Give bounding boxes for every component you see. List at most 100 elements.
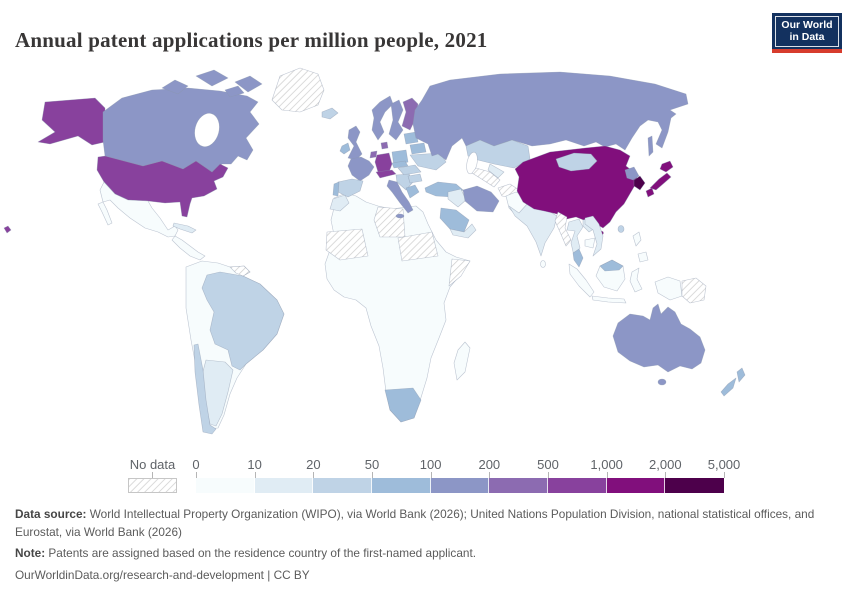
legend-color-bar (196, 478, 724, 493)
legend-segment-200–500[interactable] (489, 478, 548, 493)
country-iraq-syria[interactable] (447, 188, 467, 208)
country-canada-arctic-2[interactable] (195, 69, 229, 87)
legend-segment-100–200[interactable] (430, 478, 490, 493)
legend-segment-10–20[interactable] (254, 478, 314, 493)
legend-tick-label: 200 (478, 457, 501, 472)
country-somalia[interactable] (448, 258, 471, 287)
country-cuba[interactable] (172, 222, 197, 234)
country-new-zealand-south[interactable] (720, 377, 737, 397)
country-australia[interactable] (612, 303, 706, 373)
country-philippines-luzon[interactable] (632, 231, 642, 247)
country-brazil[interactable] (201, 271, 285, 371)
country-papua-new-guinea[interactable] (681, 277, 707, 304)
country-java[interactable] (591, 295, 627, 304)
country-madagascar[interactable] (453, 341, 471, 381)
country-morocco[interactable] (329, 194, 350, 212)
country-mauritania-mali[interactable] (325, 228, 369, 261)
country-canada-arctic-1[interactable] (161, 79, 189, 95)
country-iceland[interactable] (321, 107, 339, 120)
country-saudi-arabia[interactable] (439, 207, 470, 233)
legend-tick-label: 100 (419, 457, 442, 472)
country-turkmenistan[interactable] (471, 167, 501, 188)
country-sumatra[interactable] (568, 263, 595, 298)
country-benelux[interactable] (369, 150, 378, 159)
country-vietnam[interactable] (584, 215, 604, 257)
world-choropleth-map (3, 67, 746, 435)
country-japan-honshu[interactable] (649, 172, 672, 191)
no-data-tick (152, 472, 153, 478)
country-yemen-oman[interactable] (449, 223, 477, 239)
note-text: Patents are assigned based on the reside… (45, 546, 477, 560)
country-ireland[interactable] (339, 142, 351, 155)
page-title: Annual patent applications per million p… (15, 28, 488, 53)
owid-logo-line2: in Data (789, 31, 825, 43)
data-source-line: Data source: World Intellectual Property… (15, 506, 837, 541)
country-malaysia-borneo[interactable] (599, 259, 624, 272)
country-malaysia-peninsula[interactable] (572, 248, 584, 268)
country-japan-hokkaido[interactable] (659, 160, 674, 173)
legend-tick-label: 1,000 (590, 457, 623, 472)
caspian-sea (466, 151, 478, 175)
country-tasmania[interactable] (657, 378, 667, 386)
country-iran[interactable] (462, 185, 500, 213)
country-sulawesi[interactable] (629, 267, 643, 293)
country-cambodia[interactable] (584, 237, 596, 249)
country-sicily[interactable] (395, 213, 405, 219)
country-taiwan[interactable] (617, 225, 625, 233)
country-hungary-romania[interactable] (397, 164, 422, 176)
legend-segment-500–1,000[interactable] (547, 478, 607, 493)
country-canada[interactable] (102, 87, 260, 173)
legend-segment-2,000–5,000[interactable] (665, 478, 724, 493)
legend-segment-20–50[interactable] (313, 478, 372, 493)
legend-tick-label: 10 (247, 457, 262, 472)
country-portugal[interactable] (332, 181, 340, 197)
country-chad-sudan[interactable] (397, 231, 439, 262)
country-guyana-suriname[interactable] (229, 265, 251, 277)
country-united-kingdom[interactable] (347, 125, 363, 161)
country-bulgaria[interactable] (407, 173, 423, 184)
country-japan-kyushu[interactable] (645, 187, 655, 198)
citation-link[interactable]: OurWorldinData.org/research-and-developm… (15, 567, 310, 582)
country-france[interactable] (347, 156, 375, 182)
country-norway[interactable] (371, 95, 394, 141)
legend-segment-1,000–2,000[interactable] (606, 478, 666, 493)
country-china[interactable] (514, 145, 639, 229)
legend-tick-label: 0 (192, 457, 200, 472)
owid-logo-inner: Our World in Data (775, 15, 839, 47)
country-canada-arctic-4[interactable] (224, 85, 245, 98)
country-baja[interactable] (97, 201, 113, 226)
owid-logo[interactable]: Our World in Data (772, 13, 842, 53)
country-new-guinea-west[interactable] (654, 276, 683, 301)
country-russia[interactable] (412, 71, 689, 161)
country-belarus[interactable] (409, 142, 427, 155)
country-switzerland-austria[interactable] (375, 169, 397, 179)
country-mongolia[interactable] (555, 152, 598, 172)
country-north-korea[interactable] (624, 166, 640, 181)
country-libya[interactable] (373, 206, 406, 238)
hudson-bay (194, 112, 220, 148)
country-baltics[interactable] (403, 131, 419, 145)
country-new-zealand-north[interactable] (736, 367, 746, 383)
legend-segment-0–10[interactable] (196, 478, 255, 493)
country-spain[interactable] (337, 178, 364, 198)
country-chile[interactable] (193, 343, 217, 435)
country-south-korea[interactable] (633, 175, 646, 191)
country-denmark[interactable] (380, 141, 389, 150)
country-sweden[interactable] (388, 99, 404, 141)
country-greenland[interactable] (271, 67, 325, 113)
country-central-america[interactable] (171, 235, 206, 261)
country-hawaii[interactable] (3, 225, 12, 234)
country-italy[interactable] (386, 179, 414, 214)
map-legend: No data 0 10 20 50 100 200 500 1,000 2,000 5,000 (0, 455, 850, 497)
country-uzbekistan[interactable] (487, 163, 505, 179)
country-alaska[interactable] (37, 97, 106, 146)
country-sakhalin[interactable] (647, 135, 654, 157)
country-greece[interactable] (405, 184, 420, 199)
legend-segment-50–100[interactable] (371, 478, 431, 493)
country-myanmar[interactable] (554, 211, 572, 247)
country-philippines-mindanao[interactable] (637, 251, 649, 263)
no-data-swatch[interactable] (128, 478, 177, 493)
country-canada-arctic-3[interactable] (234, 75, 263, 93)
country-south-africa[interactable] (384, 387, 422, 423)
country-sri-lanka[interactable] (540, 260, 546, 268)
